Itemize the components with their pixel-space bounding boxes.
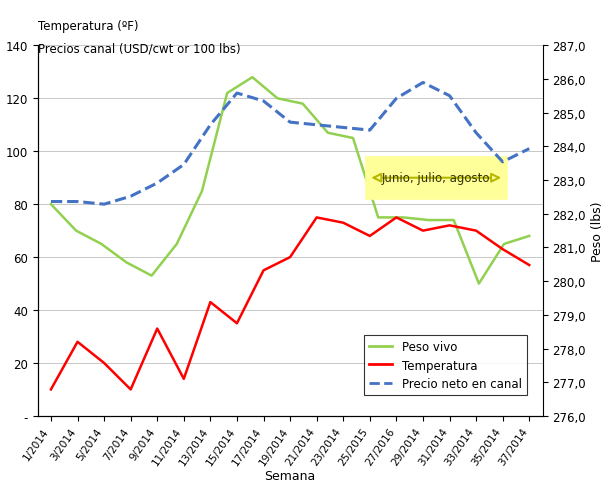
Text: Precios canal (USD/cwt or 100 lbs): Precios canal (USD/cwt or 100 lbs) — [38, 42, 240, 56]
Text: Junio, julio, agosto: Junio, julio, agosto — [382, 172, 490, 185]
X-axis label: Semana: Semana — [265, 469, 316, 483]
Legend: Peso vivo, Temperatura, Precio neto en canal: Peso vivo, Temperatura, Precio neto en c… — [364, 335, 526, 395]
Bar — [366, 157, 507, 200]
Y-axis label: Peso (lbs): Peso (lbs) — [592, 201, 605, 262]
Text: Temperatura (ºF): Temperatura (ºF) — [38, 20, 138, 33]
